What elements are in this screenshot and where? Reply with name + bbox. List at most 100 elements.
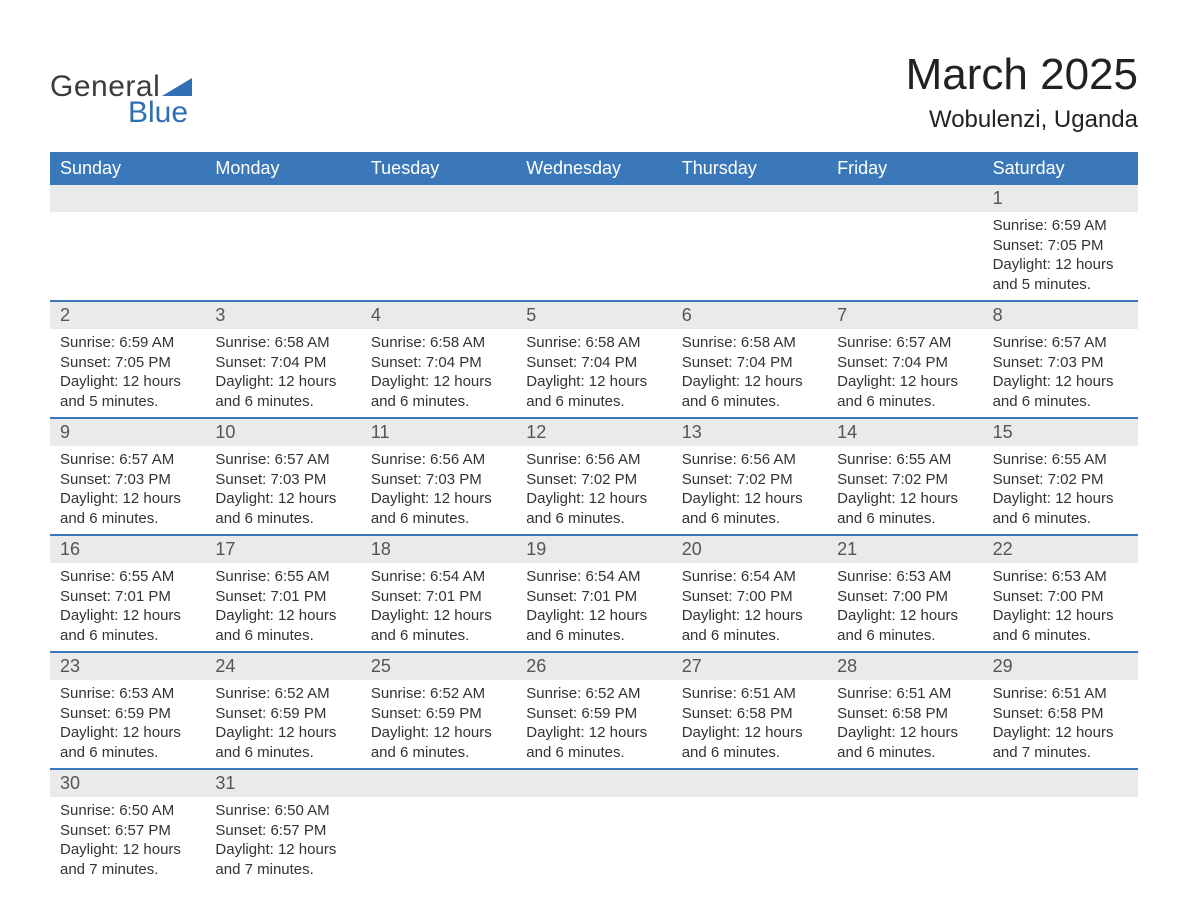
day-body: Sunrise: 6:55 AMSunset: 7:02 PMDaylight:…: [983, 446, 1138, 534]
sunrise-text: Sunrise: 6:58 AM: [215, 333, 350, 353]
daylight-text: Daylight: 12 hours and 6 minutes.: [682, 372, 817, 411]
day-body: Sunrise: 6:57 AMSunset: 7:03 PMDaylight:…: [50, 446, 205, 534]
day-number: 11: [361, 419, 516, 446]
day-number: 27: [672, 653, 827, 680]
daynum-row: 23242526272829: [50, 653, 1138, 680]
day-number: 19: [516, 536, 671, 563]
day-number: 16: [50, 536, 205, 563]
calendar-week: 9101112131415Sunrise: 6:57 AMSunset: 7:0…: [50, 419, 1138, 536]
day-body: [983, 797, 1138, 885]
day-body: Sunrise: 6:57 AMSunset: 7:03 PMDaylight:…: [205, 446, 360, 534]
daylight-text: Daylight: 12 hours and 6 minutes.: [993, 372, 1128, 411]
day-number: 8: [983, 302, 1138, 329]
sunrise-text: Sunrise: 6:58 AM: [682, 333, 817, 353]
daylight-text: Daylight: 12 hours and 6 minutes.: [215, 372, 350, 411]
sunrise-text: Sunrise: 6:53 AM: [60, 684, 195, 704]
header: General Blue March 2025 Wobulenzi, Ugand…: [50, 50, 1138, 134]
day-number: 28: [827, 653, 982, 680]
sunrise-text: Sunrise: 6:57 AM: [215, 450, 350, 470]
sunset-text: Sunset: 7:04 PM: [526, 353, 661, 373]
day-body: [516, 797, 671, 885]
daylight-text: Daylight: 12 hours and 6 minutes.: [371, 489, 506, 528]
daylight-text: Daylight: 12 hours and 6 minutes.: [837, 606, 972, 645]
sunset-text: Sunset: 7:00 PM: [993, 587, 1128, 607]
daybody-row: Sunrise: 6:59 AMSunset: 7:05 PMDaylight:…: [50, 212, 1138, 300]
sunset-text: Sunset: 7:01 PM: [60, 587, 195, 607]
day-number: [205, 185, 360, 212]
daylight-text: Daylight: 12 hours and 6 minutes.: [215, 606, 350, 645]
day-body: [205, 212, 360, 300]
day-number: 21: [827, 536, 982, 563]
day-body: Sunrise: 6:57 AMSunset: 7:04 PMDaylight:…: [827, 329, 982, 417]
day-body: [827, 797, 982, 885]
sunrise-text: Sunrise: 6:52 AM: [215, 684, 350, 704]
sunrise-text: Sunrise: 6:53 AM: [837, 567, 972, 587]
day-body: Sunrise: 6:56 AMSunset: 7:03 PMDaylight:…: [361, 446, 516, 534]
day-number: [516, 185, 671, 212]
sunset-text: Sunset: 7:02 PM: [526, 470, 661, 490]
calendar-week: 3031Sunrise: 6:50 AMSunset: 6:57 PMDayli…: [50, 770, 1138, 885]
sunrise-text: Sunrise: 6:56 AM: [371, 450, 506, 470]
sunset-text: Sunset: 7:04 PM: [371, 353, 506, 373]
day-body: Sunrise: 6:54 AMSunset: 7:01 PMDaylight:…: [361, 563, 516, 651]
day-body: Sunrise: 6:52 AMSunset: 6:59 PMDaylight:…: [516, 680, 671, 768]
page-title: March 2025: [906, 50, 1138, 100]
sunset-text: Sunset: 7:02 PM: [993, 470, 1128, 490]
sunrise-text: Sunrise: 6:55 AM: [837, 450, 972, 470]
day-number: 30: [50, 770, 205, 797]
day-body: Sunrise: 6:52 AMSunset: 6:59 PMDaylight:…: [361, 680, 516, 768]
day-body: Sunrise: 6:54 AMSunset: 7:01 PMDaylight:…: [516, 563, 671, 651]
day-body: Sunrise: 6:56 AMSunset: 7:02 PMDaylight:…: [516, 446, 671, 534]
day-number: 6: [672, 302, 827, 329]
calendar-week: 1Sunrise: 6:59 AMSunset: 7:05 PMDaylight…: [50, 185, 1138, 302]
day-number: 29: [983, 653, 1138, 680]
day-body: [827, 212, 982, 300]
sunrise-text: Sunrise: 6:51 AM: [682, 684, 817, 704]
weekday-label: Wednesday: [516, 152, 671, 185]
daylight-text: Daylight: 12 hours and 6 minutes.: [371, 723, 506, 762]
sunset-text: Sunset: 6:58 PM: [682, 704, 817, 724]
day-number: [361, 185, 516, 212]
day-body: Sunrise: 6:57 AMSunset: 7:03 PMDaylight:…: [983, 329, 1138, 417]
sunrise-text: Sunrise: 6:52 AM: [526, 684, 661, 704]
day-body: Sunrise: 6:51 AMSunset: 6:58 PMDaylight:…: [827, 680, 982, 768]
sunrise-text: Sunrise: 6:50 AM: [60, 801, 195, 821]
day-number: 2: [50, 302, 205, 329]
day-body: [672, 797, 827, 885]
day-body: Sunrise: 6:54 AMSunset: 7:00 PMDaylight:…: [672, 563, 827, 651]
daynum-row: 16171819202122: [50, 536, 1138, 563]
daybody-row: Sunrise: 6:50 AMSunset: 6:57 PMDaylight:…: [50, 797, 1138, 885]
daylight-text: Daylight: 12 hours and 6 minutes.: [993, 489, 1128, 528]
sunset-text: Sunset: 7:00 PM: [837, 587, 972, 607]
day-body: Sunrise: 6:51 AMSunset: 6:58 PMDaylight:…: [983, 680, 1138, 768]
day-number: 3: [205, 302, 360, 329]
day-number: [516, 770, 671, 797]
weeks-container: 1Sunrise: 6:59 AMSunset: 7:05 PMDaylight…: [50, 185, 1138, 885]
day-number: 4: [361, 302, 516, 329]
daylight-text: Daylight: 12 hours and 6 minutes.: [682, 606, 817, 645]
sunset-text: Sunset: 7:03 PM: [60, 470, 195, 490]
day-body: Sunrise: 6:58 AMSunset: 7:04 PMDaylight:…: [205, 329, 360, 417]
day-number: 18: [361, 536, 516, 563]
sunset-text: Sunset: 6:58 PM: [837, 704, 972, 724]
day-body: Sunrise: 6:58 AMSunset: 7:04 PMDaylight:…: [361, 329, 516, 417]
day-number: 31: [205, 770, 360, 797]
sunset-text: Sunset: 7:00 PM: [682, 587, 817, 607]
daybody-row: Sunrise: 6:53 AMSunset: 6:59 PMDaylight:…: [50, 680, 1138, 768]
sunrise-text: Sunrise: 6:59 AM: [993, 216, 1128, 236]
sunrise-text: Sunrise: 6:55 AM: [60, 567, 195, 587]
daylight-text: Daylight: 12 hours and 6 minutes.: [371, 372, 506, 411]
day-number: 1: [983, 185, 1138, 212]
day-body: Sunrise: 6:52 AMSunset: 6:59 PMDaylight:…: [205, 680, 360, 768]
day-body: [361, 797, 516, 885]
sunrise-text: Sunrise: 6:52 AM: [371, 684, 506, 704]
sunset-text: Sunset: 7:03 PM: [215, 470, 350, 490]
sunset-text: Sunset: 7:05 PM: [993, 236, 1128, 256]
sunset-text: Sunset: 7:01 PM: [371, 587, 506, 607]
day-body: Sunrise: 6:50 AMSunset: 6:57 PMDaylight:…: [50, 797, 205, 885]
daylight-text: Daylight: 12 hours and 6 minutes.: [993, 606, 1128, 645]
weekday-header-row: SundayMondayTuesdayWednesdayThursdayFrid…: [50, 152, 1138, 185]
sunrise-text: Sunrise: 6:57 AM: [993, 333, 1128, 353]
daylight-text: Daylight: 12 hours and 6 minutes.: [526, 723, 661, 762]
sunrise-text: Sunrise: 6:57 AM: [60, 450, 195, 470]
